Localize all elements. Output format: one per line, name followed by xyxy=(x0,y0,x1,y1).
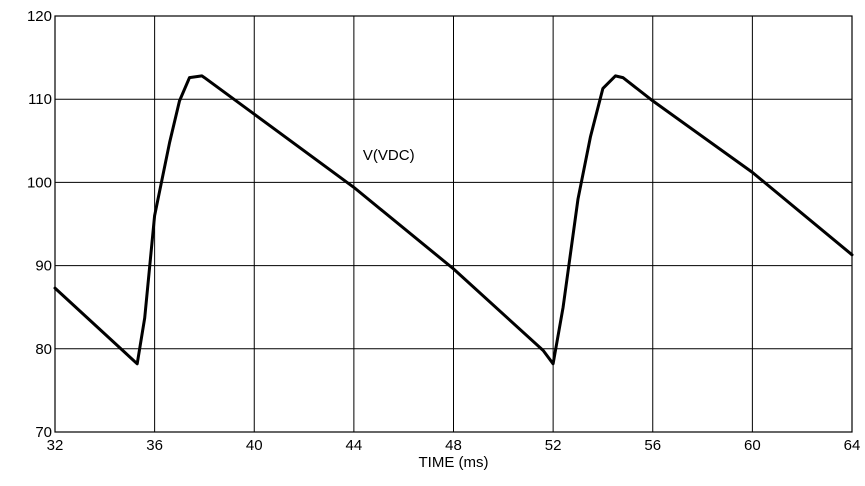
x-tick-label: 60 xyxy=(744,437,761,454)
y-tick-label: 110 xyxy=(28,91,52,108)
x-tick-label: 32 xyxy=(47,437,64,454)
series-line xyxy=(53,74,854,366)
x-tick-label: 48 xyxy=(445,437,462,454)
y-tick-label: 70 xyxy=(35,424,52,441)
x-tick-label: 52 xyxy=(545,437,562,454)
y-tick-label: 90 xyxy=(35,258,52,275)
x-tick-label: 44 xyxy=(346,437,363,454)
grid xyxy=(54,15,853,433)
x-axis-title: TIME (ms) xyxy=(419,454,489,471)
series-annotation: V(VDC) xyxy=(363,147,415,164)
x-tick-label: 56 xyxy=(644,437,661,454)
x-tick-label: 36 xyxy=(146,437,163,454)
x-tick-label: 40 xyxy=(246,437,263,454)
y-tick-label: 100 xyxy=(27,174,52,191)
x-tick-labels: 32 36 40 44 48 52 56 60 64 xyxy=(47,437,861,454)
y-tick-label: 80 xyxy=(35,341,52,358)
series-layer xyxy=(53,74,854,366)
y-tick-label: 120 xyxy=(27,8,52,25)
annotations: V(VDC) xyxy=(363,147,415,164)
x-tick-label: 64 xyxy=(844,437,861,454)
plot-frame xyxy=(54,15,853,433)
y-tick-labels: 70 80 90 100 110 120 xyxy=(27,8,52,441)
